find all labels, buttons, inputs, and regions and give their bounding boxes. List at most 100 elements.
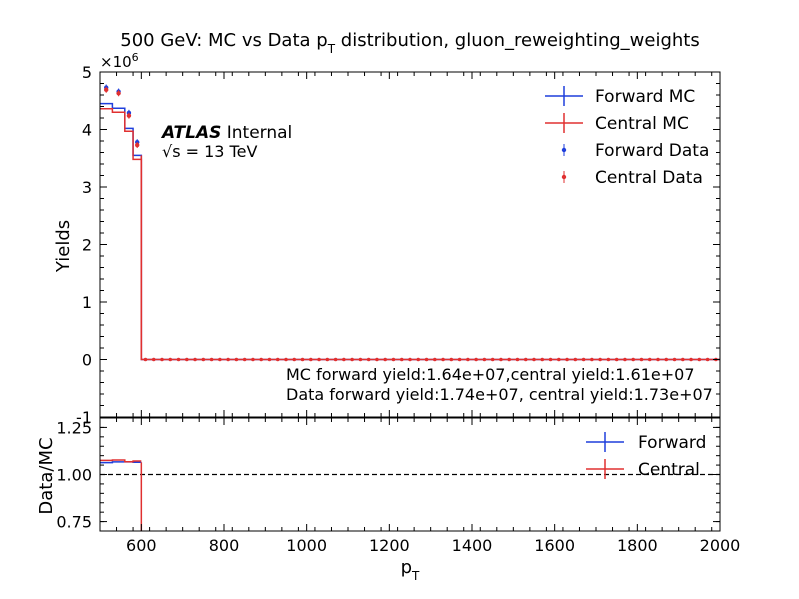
data-point-zero [267,357,272,362]
ratio-legend-label: Central [638,460,700,480]
data-point-zero [234,357,239,362]
main-y-tick-label: 1 [82,293,92,312]
data-point-zero [391,357,396,362]
chart-title-sub: T [327,42,336,56]
main-y-tick-label: 0 [82,351,92,370]
legend-label: Forward MC [595,87,695,107]
data-point-zero [573,357,578,362]
data-point-zero [433,357,437,362]
x-tick-label: 1600 [534,536,575,555]
data-point [126,113,132,118]
main-y-tick-label: 2 [82,236,92,255]
x-tick-label: 600 [126,536,157,555]
ratio-plot-content [100,459,720,531]
ratio-y-tick-label: 1.00 [56,466,92,485]
main-legend: Forward MC Central MC Forward Data Central … [545,86,709,188]
main-y-axis-label: Yields [53,220,74,273]
data-point-zero [350,357,354,362]
y-exponent-power: 6 [132,51,139,64]
atlas-label: ATLAS Internal [160,123,292,143]
data-point-zero [160,357,164,362]
data-point-zero [209,357,214,362]
data-point-zero [251,357,255,362]
data-point-zero [218,357,222,362]
data-point-zero [143,357,148,362]
data-point-zero [383,357,388,362]
data-point-zero [424,357,429,362]
data-point-zero [317,357,321,362]
data-point-zero [375,357,379,362]
data-point-zero [647,357,652,362]
x-tick-label: 1400 [452,536,493,555]
data-point-zero [482,357,487,362]
y-exponent-label: ×106 [100,51,139,72]
legend-label: Central Data [595,168,703,188]
x-tick-label: 800 [209,536,240,555]
energy-label: √s = 13 TeV [162,142,257,161]
x-tick-label: 1000 [286,536,327,555]
data-point-zero [631,357,635,362]
data-point-zero [242,357,247,362]
data-point-zero [226,357,230,362]
main-plot-content [100,84,720,362]
ratio-y-tick-label: 1.25 [56,418,92,437]
atlas-label-rest: Internal [221,123,292,143]
data-point-zero [309,357,313,362]
chart-title-prefix: 500 GeV: MC vs Data p [120,30,327,51]
legend-marker-point [561,174,567,180]
data-point-zero [449,357,454,362]
ratio-step-forward [100,461,142,464]
ratio-legend: Forward Central [586,432,706,480]
main-x-ticks [99,72,721,417]
chart-title: 500 GeV: MC vs Data pT distribution, glu… [120,30,699,56]
data-point-zero [532,357,536,362]
data-point-zero [515,357,520,362]
data-point-zero [366,357,371,362]
data-point-zero [614,357,619,362]
data-point-zero [176,357,181,362]
ratio-step-central [100,459,142,463]
data-point-zero [672,357,677,362]
legend-marker-point [561,147,567,153]
ratio-panel: 0.75 1.00 1.25 600 800 1000 1200 1400 1600 1800 2… [36,417,741,583]
data-point-zero [457,357,462,362]
data-point-zero [151,357,156,362]
y-exponent-base: ×10 [100,53,132,71]
data-point-zero [499,357,503,362]
data-point-zero [333,357,338,362]
ratio-y-axis-label: Data/MC [36,437,57,514]
data-point-zero [507,357,512,362]
data-point-zero [292,357,297,362]
data-point-zero [598,357,602,362]
x-tick-label: 2000 [700,536,741,555]
x-tick-label: 1200 [369,536,410,555]
x-tick-label: 1800 [617,536,658,555]
data-point-zero [284,357,288,362]
main-y-tick-label: -1 [76,408,92,427]
ratio-y-tick-label: 0.75 [56,513,92,532]
x-axis-label: pT [401,557,420,583]
data-point-zero [275,357,280,362]
energy-label-sqrt: √s [162,142,181,161]
ratio-x-ticks: 600 800 1000 1200 1400 1600 1800 2000 [99,418,741,555]
data-point-zero [185,357,189,362]
data-point-zero [416,357,421,362]
data-point-zero [399,357,404,362]
main-y-tick-label: 3 [82,178,92,197]
data-point-zero [168,357,173,362]
data-point-zero [300,357,305,362]
ratio-y-ticks: 0.75 1.00 1.25 [56,417,720,532]
data-point-zero [193,357,197,362]
x-axis-label-main: p [401,557,412,578]
annotation-mc-yield: MC forward yield:1.64e+07,central yield:… [286,365,695,384]
main-y-ticks: -1 0 1 2 3 4 5 [76,63,720,427]
data-point [135,142,140,148]
data-point-zero [523,357,528,362]
data-point-zero [664,357,669,362]
data-point-zero [590,357,594,362]
legend-label: Central MC [595,114,689,134]
data-point-zero [408,357,412,362]
data-point-zero [581,357,586,362]
data-point-zero [697,357,702,362]
